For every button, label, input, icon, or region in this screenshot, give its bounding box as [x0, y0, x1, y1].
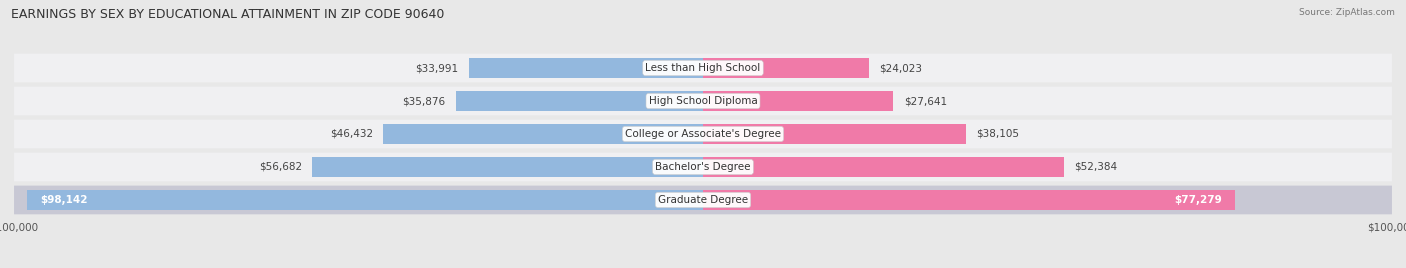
FancyBboxPatch shape: [14, 54, 1392, 82]
FancyBboxPatch shape: [14, 120, 1392, 148]
Text: $35,876: $35,876: [402, 96, 446, 106]
Text: $46,432: $46,432: [329, 129, 373, 139]
Text: Bachelor's Degree: Bachelor's Degree: [655, 162, 751, 172]
Text: $98,142: $98,142: [41, 195, 89, 205]
Text: Graduate Degree: Graduate Degree: [658, 195, 748, 205]
FancyBboxPatch shape: [14, 186, 1392, 214]
Bar: [468, 58, 703, 78]
Bar: [456, 91, 703, 111]
Text: $56,682: $56,682: [259, 162, 302, 172]
Text: $38,105: $38,105: [976, 129, 1019, 139]
Text: $24,023: $24,023: [879, 63, 922, 73]
Text: High School Diploma: High School Diploma: [648, 96, 758, 106]
Text: $77,279: $77,279: [1174, 195, 1222, 205]
Text: $27,641: $27,641: [904, 96, 946, 106]
Text: $52,384: $52,384: [1074, 162, 1118, 172]
Bar: [703, 124, 966, 144]
Text: $33,991: $33,991: [415, 63, 458, 73]
Text: Source: ZipAtlas.com: Source: ZipAtlas.com: [1299, 8, 1395, 17]
Text: EARNINGS BY SEX BY EDUCATIONAL ATTAINMENT IN ZIP CODE 90640: EARNINGS BY SEX BY EDUCATIONAL ATTAINMEN…: [11, 8, 444, 21]
FancyBboxPatch shape: [14, 87, 1392, 115]
Bar: [312, 157, 703, 177]
Text: Less than High School: Less than High School: [645, 63, 761, 73]
Bar: [703, 91, 893, 111]
Bar: [382, 124, 703, 144]
Bar: [703, 190, 1236, 210]
Bar: [27, 190, 703, 210]
FancyBboxPatch shape: [14, 153, 1392, 181]
Bar: [703, 58, 869, 78]
Text: College or Associate's Degree: College or Associate's Degree: [626, 129, 780, 139]
Bar: [703, 157, 1064, 177]
